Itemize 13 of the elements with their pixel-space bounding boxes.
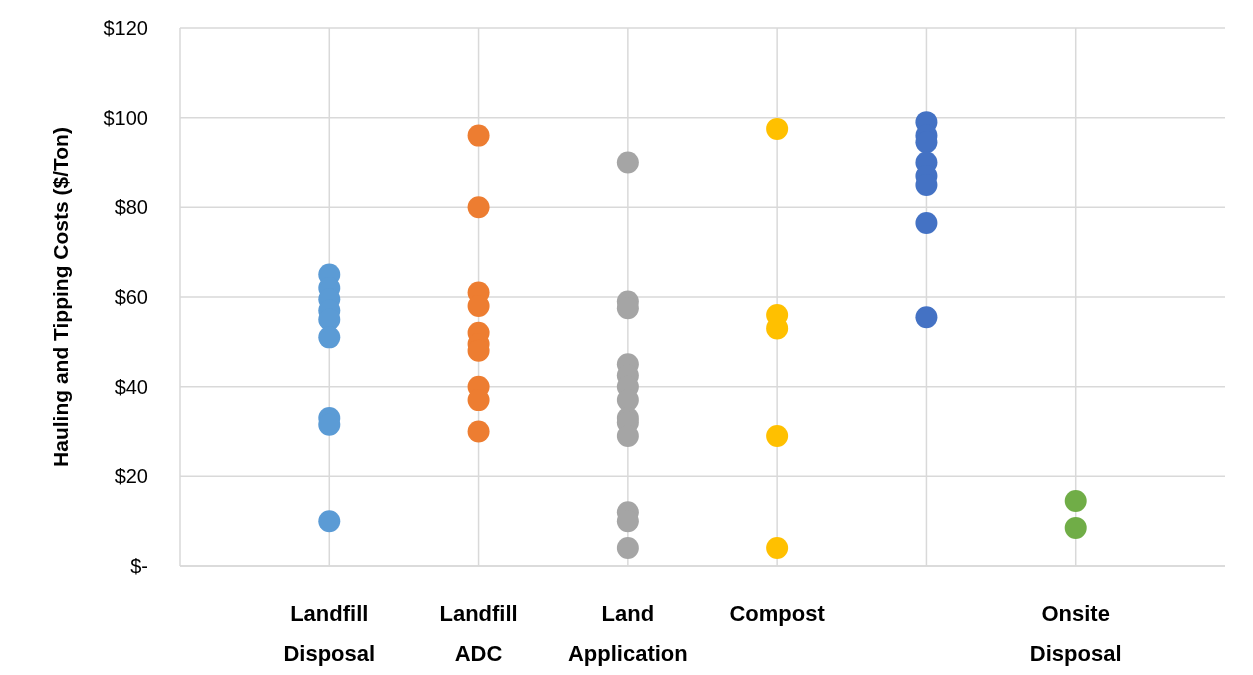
y-tick-label: $60 xyxy=(114,286,148,308)
y-tick-label: $80 xyxy=(114,196,148,219)
x-tick-label: Compost xyxy=(729,601,826,626)
y-tick-label: $- xyxy=(130,555,148,577)
x-tick-label: Onsite Disposal xyxy=(1029,601,1122,666)
y-axis-title: Hauling and Tipping Costs ($/Ton) xyxy=(49,127,72,467)
y-tick-label: $120 xyxy=(103,17,148,39)
y-tick-label: $40 xyxy=(114,375,148,398)
y-tick-label: $20 xyxy=(114,465,148,488)
x-tick-label: Landfill Disposal xyxy=(283,601,376,666)
x-tick-label: Land Application xyxy=(567,601,688,666)
y-tick-label: $100 xyxy=(103,106,148,129)
x-tick-label: Landfill ADC xyxy=(439,601,518,666)
